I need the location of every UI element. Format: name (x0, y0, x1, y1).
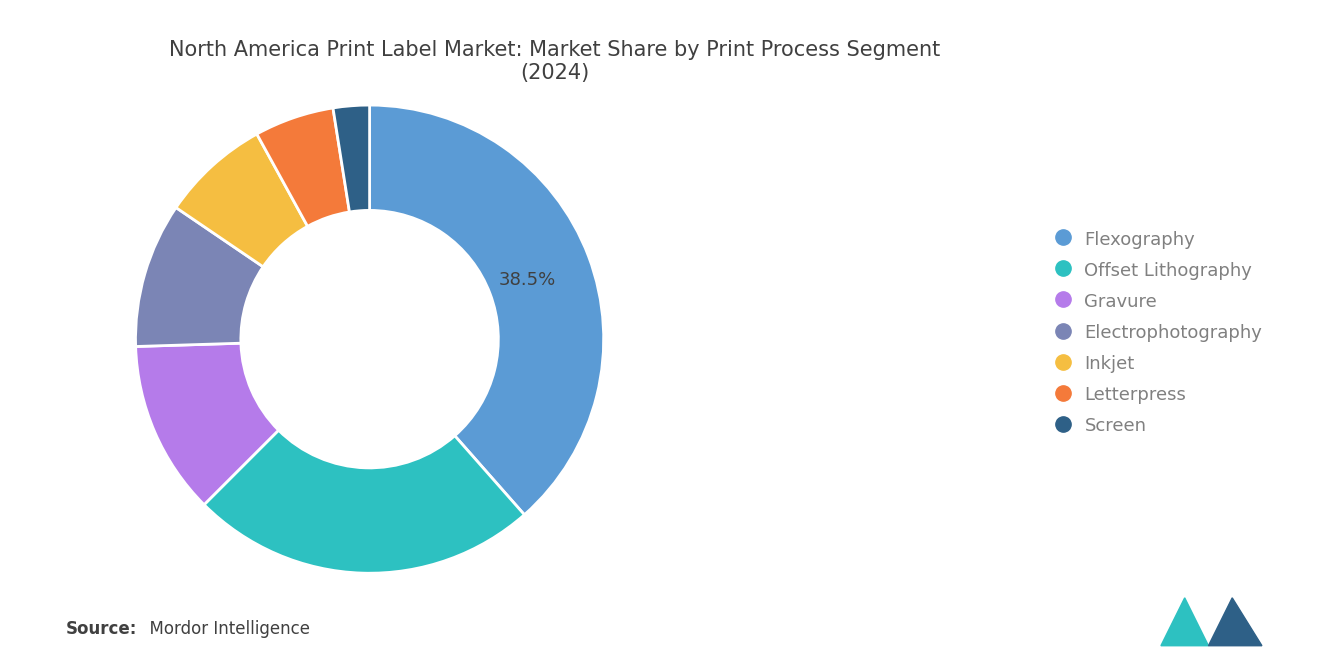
Wedge shape (257, 108, 350, 226)
Wedge shape (176, 134, 308, 267)
Text: Mordor Intelligence: Mordor Intelligence (139, 620, 310, 638)
Text: Source:: Source: (66, 620, 137, 638)
Text: 38.5%: 38.5% (499, 271, 556, 289)
Wedge shape (370, 105, 603, 515)
Text: North America Print Label Market: Market Share by Print Process Segment
(2024): North America Print Label Market: Market… (169, 40, 940, 83)
Polygon shape (1162, 598, 1209, 646)
Wedge shape (333, 105, 370, 212)
Wedge shape (205, 430, 524, 573)
Legend: Flexography, Offset Lithography, Gravure, Electrophotography, Inkjet, Letterpres: Flexography, Offset Lithography, Gravure… (1047, 221, 1271, 444)
Wedge shape (136, 207, 263, 346)
Polygon shape (1209, 598, 1262, 646)
Wedge shape (136, 343, 279, 505)
